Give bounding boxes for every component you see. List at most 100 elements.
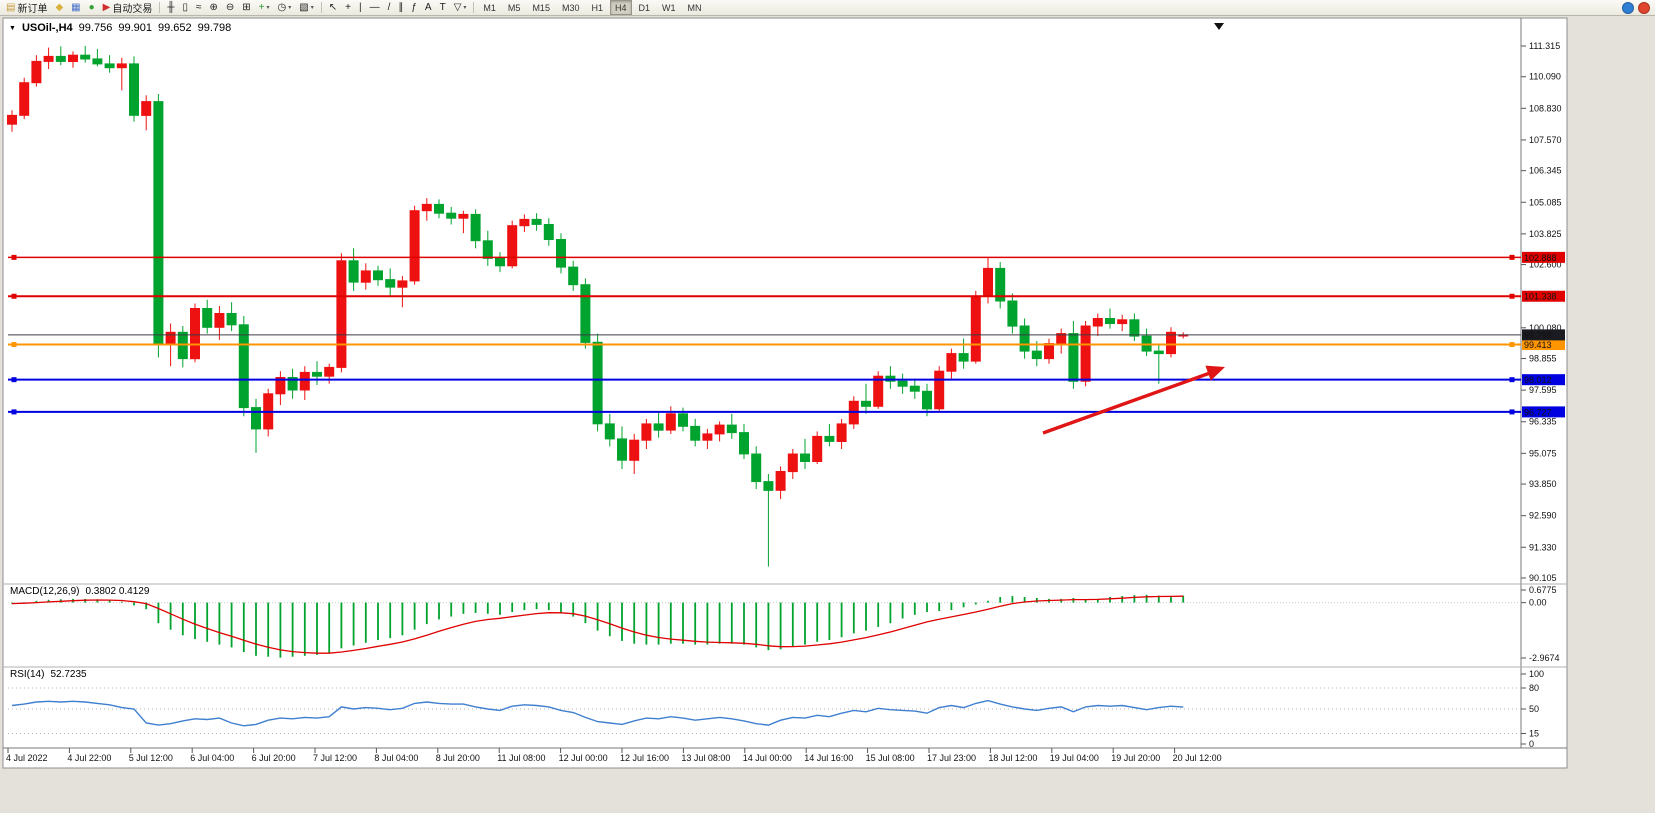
timeframe-button-h4[interactable]: H4	[609, 0, 632, 15]
candle-body	[519, 218, 530, 227]
line-anchor-handle[interactable]	[1509, 293, 1515, 299]
ohlc-high: 99.901	[118, 22, 152, 34]
autotrading-button[interactable]: ▶ 自动交易	[100, 1, 156, 16]
line-anchor-handle[interactable]	[11, 342, 17, 348]
candle-body	[1117, 319, 1128, 325]
candle-body	[702, 433, 713, 441]
rsi-indicator-label: RSI(14) 52.7235	[10, 669, 87, 680]
ohlc-close: 99.798	[197, 22, 232, 34]
candle-body	[958, 353, 969, 362]
chevron-down-icon[interactable]: ▾	[310, 5, 314, 11]
timeframe-button-w1[interactable]: W1	[662, 2, 676, 13]
chevron-down-icon[interactable]: ▾	[266, 5, 270, 11]
candle-body	[348, 260, 359, 283]
arrows-button[interactable]: ▽ ▾	[451, 1, 470, 15]
macd-axis-label: -2.9674	[1529, 653, 1560, 663]
sound-alert-icon[interactable]: ◆	[52, 1, 66, 15]
depth-of-market-icon-icon: ▦	[71, 1, 81, 13]
timeframe-button-m5[interactable]: M5	[507, 2, 521, 13]
arrows-icon: ▽	[453, 1, 462, 13]
line-anchor-handle[interactable]	[1509, 409, 1515, 415]
line-anchor-handle[interactable]	[1509, 254, 1515, 260]
chart-toolbar-group: ╫ ▯ ≈ ⊕ ⊖ ⊞ + ▾ ◷ ▾ ▧ ▾	[164, 1, 316, 15]
candle-body	[19, 82, 30, 116]
macd-axis-label: 0.6775	[1529, 585, 1557, 595]
tile-windows-button[interactable]: ⊞	[239, 1, 253, 15]
time-axis-label: 14 Jul 16:00	[804, 753, 853, 763]
signals-icon[interactable]: ●	[86, 1, 98, 15]
trend-arrow-line[interactable]	[1042, 371, 1211, 435]
chart-shift-marker[interactable]	[1214, 23, 1224, 30]
line-anchor-handle[interactable]	[11, 293, 17, 299]
horizontal-line-button[interactable]: —	[367, 1, 383, 15]
price-level-badge	[1522, 290, 1565, 302]
line-anchor-handle[interactable]	[1509, 377, 1515, 383]
text-button[interactable]: A	[422, 1, 435, 15]
timeframe-button-h1[interactable]: H1	[591, 2, 603, 13]
cursor-button[interactable]: ↖	[326, 1, 340, 15]
candle-body	[665, 413, 676, 431]
line-chart-button[interactable]: ≈	[193, 1, 205, 15]
zoom-in-button[interactable]: ⊕	[206, 1, 220, 15]
timeframe-button-m1[interactable]: M1	[483, 2, 496, 13]
candle-body	[373, 270, 383, 281]
objects-toolbar-group: ↖ + | — / ∥ ƒ A T ▽ ▾	[326, 1, 470, 15]
line-anchor-handle[interactable]	[11, 409, 17, 415]
one-click-trading-icon[interactable]: ▼	[9, 24, 16, 32]
trend-arrow-head[interactable]	[1205, 365, 1225, 381]
autotrading-button-label: 自动交易	[112, 4, 153, 15]
line-anchor-handle[interactable]	[11, 377, 17, 383]
trendline-button[interactable]: /	[385, 1, 394, 15]
candle-body	[983, 267, 993, 297]
periods-icon: ◷	[277, 1, 287, 13]
price-badge-label: 98.012	[1524, 375, 1552, 385]
price-axis-label: 111.315	[1529, 41, 1560, 51]
candlestick-chart-button[interactable]: ▯	[179, 1, 191, 15]
price-level-badge	[1522, 374, 1565, 386]
text-label-button[interactable]: T	[437, 1, 449, 15]
candle-body	[275, 377, 286, 395]
templates-button[interactable]: ▧ ▾	[296, 1, 316, 15]
candle-body	[775, 471, 786, 491]
line-anchor-handle[interactable]	[1509, 342, 1515, 348]
bar-chart-button[interactable]: ╫	[164, 1, 177, 15]
candle-body	[238, 324, 249, 409]
main-toolbar: ▤ 新订单 ◆ ▦ ● ▶ 自动交易 ╫ ▯ ≈ ⊕ ⊖ ⊞ + ▾ ◷ ▾ ▧ ▾ ↖ + | — / ∥ ƒ A T ▽ ▾ M1…	[0, 0, 1655, 16]
depth-of-market-icon[interactable]: ▦	[68, 1, 83, 15]
candle-body	[751, 453, 762, 483]
timeframe-button-d1[interactable]: D1	[638, 2, 651, 13]
timeframe-toolbar-group: M1 M5 M15 M30 H1 H4 D1 W1 MN	[478, 0, 706, 15]
chevron-down-icon[interactable]: ▾	[463, 5, 467, 11]
fibonacci-button[interactable]: ƒ	[408, 1, 420, 15]
time-axis-label: 19 Jul 20:00	[1111, 753, 1160, 763]
price-axis-label: 95.075	[1529, 448, 1557, 458]
candle-body	[336, 260, 347, 368]
line-anchor-handle[interactable]	[11, 254, 17, 260]
zoom-out-button[interactable]: ⊖	[223, 1, 237, 15]
timeframe-button-mn[interactable]: MN	[687, 2, 702, 13]
candle-body	[324, 366, 335, 377]
price-badge-label: 99.413	[1524, 340, 1552, 350]
new-order-icon: ▤	[6, 1, 16, 13]
candle-body	[482, 240, 493, 259]
rsi-line	[11, 699, 1184, 727]
crosshair-button[interactable]: +	[342, 1, 354, 15]
indicators-button[interactable]: + ▾	[256, 1, 273, 15]
status-icon-blue[interactable]	[1622, 1, 1634, 14]
text-label-icon: T	[439, 1, 446, 13]
candle-body	[409, 210, 420, 282]
vertical-line-button[interactable]: |	[356, 1, 365, 15]
channel-button[interactable]: ∥	[395, 1, 406, 15]
periods-button[interactable]: ◷ ▾	[275, 1, 295, 15]
timeframe-button-m15[interactable]: M15	[532, 2, 550, 13]
candle-body	[1080, 325, 1091, 382]
chevron-down-icon[interactable]: ▾	[288, 5, 292, 11]
bar-chart-icon: ╫	[167, 1, 175, 13]
candle-body	[202, 308, 213, 328]
new-order-button[interactable]: ▤ 新订单	[3, 1, 50, 16]
timeframe-button-m30[interactable]: M30	[561, 2, 580, 13]
candle-body	[824, 435, 835, 442]
status-icon-red[interactable]	[1638, 1, 1650, 14]
time-axis-label: 19 Jul 04:00	[1050, 753, 1099, 763]
